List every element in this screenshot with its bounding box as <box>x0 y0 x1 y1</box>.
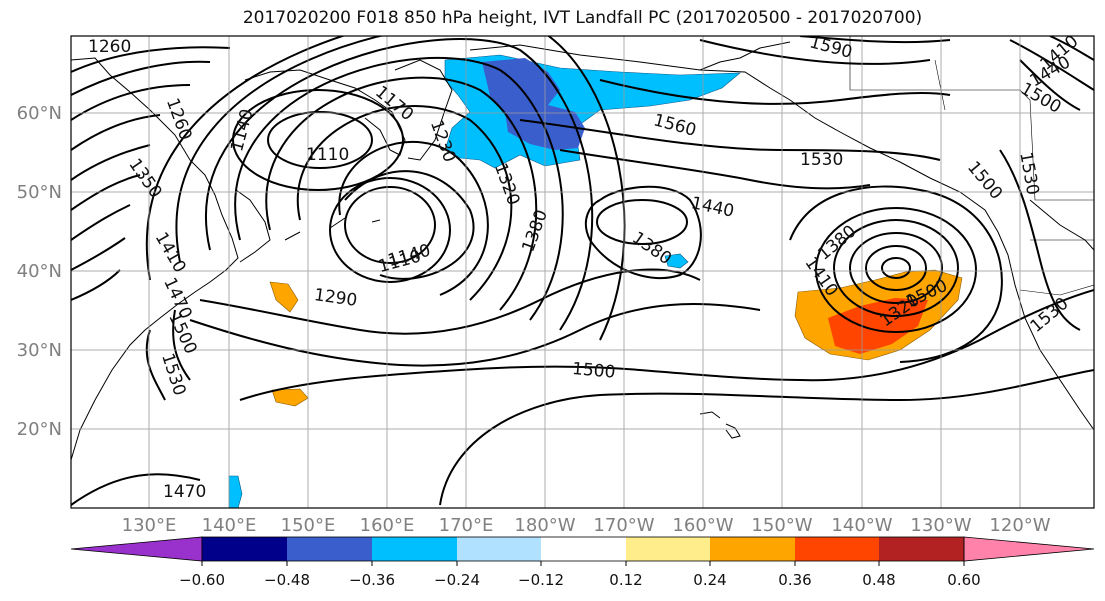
lon-label: 130°E <box>121 515 177 536</box>
colorbar-swatch <box>202 537 287 561</box>
lon-label: 140°W <box>831 515 893 536</box>
lat-label: 40°N <box>16 261 62 282</box>
contour-label: 1440 <box>689 193 735 222</box>
height-contour-1140-low <box>329 177 451 283</box>
lon-label: 180°W <box>514 515 576 536</box>
colorbar-swatch <box>795 537 879 561</box>
contour-label: 1500 <box>571 359 616 383</box>
colorbar-swatch <box>541 537 626 561</box>
contour-label: 1500 <box>963 158 1006 204</box>
colorbar-swatch <box>626 537 710 561</box>
lat-label: 30°N <box>16 340 62 361</box>
colorbar-swatch <box>372 537 457 561</box>
height-contour-1110-low <box>344 186 436 264</box>
lat-label: 20°N <box>16 419 62 440</box>
contour-label: 1110 <box>306 145 349 165</box>
lon-label: 150°E <box>280 515 336 536</box>
contour-label: 1290 <box>313 285 359 311</box>
colorbar-tick-label: −0.12 <box>518 571 564 589</box>
lon-label: 130°W <box>910 515 972 536</box>
contour-label: 1320 <box>490 160 524 207</box>
colorbar-extend-high <box>963 536 1095 562</box>
lon-label: 170°W <box>593 515 655 536</box>
colorbar <box>70 536 1095 566</box>
contour-label: 1560 <box>651 110 698 141</box>
colorbar-tick-label: 0.60 <box>947 571 981 589</box>
strong-negative-ivt-region <box>482 58 585 150</box>
colorbar-tick-label: −0.24 <box>434 571 480 589</box>
negative-ivt-patch <box>228 475 243 508</box>
height-contour-1110 <box>267 111 373 169</box>
map-frame <box>70 35 1095 509</box>
lat-label: 50°N <box>16 182 62 203</box>
political-borders <box>849 36 1094 296</box>
ivt-shading <box>228 54 963 508</box>
contour-label: 1380 <box>518 207 552 254</box>
colorbar-extend-low <box>70 536 203 562</box>
colorbar-swatch <box>287 537 372 561</box>
contour-label: 1260 <box>88 37 131 57</box>
colorbar-tick-label: 0.48 <box>862 571 896 589</box>
colorbar-tick-label: −0.60 <box>179 571 225 589</box>
colorbar-tick-label: 0.12 <box>609 571 643 589</box>
map-title: 2017020200 F018 850 hPa height, IVT Land… <box>242 8 923 28</box>
height-contour-1380-west <box>596 199 688 245</box>
colorbar-tick-label: −0.48 <box>264 571 310 589</box>
height-contour-low-center <box>881 257 911 279</box>
lon-label: 150°W <box>751 515 813 536</box>
lon-label: 160°E <box>359 515 415 536</box>
positive-ivt-patch <box>271 388 309 407</box>
colorbar-tick-label: −0.36 <box>349 571 395 589</box>
lon-label: 160°W <box>672 515 734 536</box>
negative-ivt-patch <box>664 253 689 269</box>
colorbar-tick-label: 0.24 <box>693 571 727 589</box>
lon-label: 120°W <box>989 515 1051 536</box>
colorbar-swatch <box>879 537 964 561</box>
positive-ivt-patch <box>269 281 299 313</box>
contour-label: 1470 <box>163 482 206 502</box>
colorbar-swatch <box>710 537 795 561</box>
lon-label: 170°E <box>438 515 494 536</box>
contour-label: 1140 <box>227 107 258 154</box>
contour-label: 1590 <box>807 32 854 63</box>
contour-label: 1530 <box>157 351 189 398</box>
gridlines <box>71 36 1094 508</box>
strong-positive-ivt-region <box>828 298 928 354</box>
lat-label: 60°N <box>16 103 62 124</box>
colorbar-tick-label: 0.36 <box>778 571 812 589</box>
coastlines <box>71 41 1094 461</box>
height-contour-1140 <box>232 89 404 191</box>
lon-label: 140°E <box>201 515 257 536</box>
colorbar-frame <box>201 536 965 562</box>
contour-label: 1260 <box>162 95 196 142</box>
colorbar-swatch <box>457 537 541 561</box>
contour-label: 1410 <box>151 229 190 276</box>
contour-label: 1530 <box>800 150 843 170</box>
